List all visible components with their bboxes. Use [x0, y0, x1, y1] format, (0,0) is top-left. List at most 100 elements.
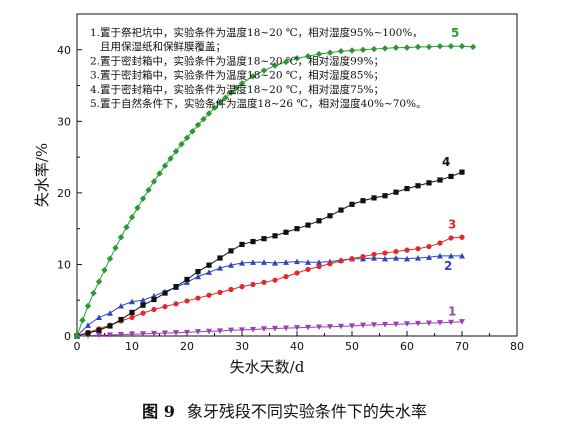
data-point: [239, 260, 245, 266]
legend-note-line: 且用保湿纸和保鲜膜覆盖；: [100, 40, 226, 53]
data-point: [261, 236, 267, 242]
data-point: [359, 46, 367, 53]
data-point: [437, 252, 443, 259]
data-point: [271, 62, 279, 69]
data-point: [349, 201, 355, 207]
data-point: [239, 241, 245, 248]
data-point: [184, 279, 190, 285]
data-point: [95, 278, 103, 285]
data-point: [316, 259, 322, 265]
data-point: [436, 43, 444, 50]
chart-marks: [73, 43, 477, 340]
data-point: [304, 53, 312, 60]
data-point: [404, 255, 410, 262]
data-point: [96, 332, 102, 339]
x-axis-title: 失水天数/d: [230, 358, 305, 376]
axes: 0 10 20 30 40 50 60 70 80 0 10 20 30 40 失水天数/d 失水率/%: [33, 13, 524, 376]
data-point: [305, 259, 311, 265]
data-point: [162, 304, 168, 310]
y-tick-label: 10: [57, 258, 71, 271]
data-point: [283, 229, 289, 235]
data-point: [195, 329, 201, 335]
data-point: [233, 84, 240, 91]
data-point: [194, 121, 202, 129]
data-point: [338, 323, 344, 330]
series-3: [74, 234, 465, 339]
data-point: [415, 246, 421, 252]
data-point: [250, 326, 256, 333]
data-point: [283, 274, 289, 280]
x-tick-label: 60: [400, 340, 414, 353]
data-point: [151, 330, 157, 337]
figure-number: 图 9: [142, 402, 175, 421]
data-point: [283, 325, 289, 332]
data-point: [217, 255, 223, 261]
data-point: [272, 277, 278, 283]
data-point: [129, 298, 135, 305]
data-point: [134, 204, 141, 212]
data-point: [469, 43, 477, 51]
data-point: [294, 258, 300, 265]
x-tick-label: 70: [455, 340, 469, 353]
data-point: [293, 55, 301, 62]
data-point: [96, 314, 102, 320]
legend-note-line: 3.置于密封箱中，实验条件为温度18~20 ℃，相对湿度85%；: [90, 69, 384, 82]
data-point: [140, 331, 146, 337]
data-point: [382, 193, 388, 199]
data-point: [118, 302, 124, 309]
data-point: [85, 330, 91, 336]
data-point: [206, 328, 212, 335]
data-point: [426, 254, 432, 260]
data-point: [447, 43, 455, 50]
data-point: [360, 198, 366, 204]
series-labels: 1 2 3 4 5: [442, 26, 459, 319]
legend-note-line: 2.置于密封箱中，实验条件为温度18~20 ℃，相对湿度99%；: [90, 54, 384, 67]
data-point: [337, 48, 345, 55]
data-point: [118, 316, 124, 323]
data-point: [305, 266, 311, 273]
y-tick-label: 30: [57, 115, 71, 128]
x-tick-label: 30: [235, 340, 249, 353]
data-point: [162, 290, 168, 296]
figure-caption-text: 象牙残段不同实验条件下的失水率: [186, 402, 427, 421]
data-point: [459, 319, 465, 325]
data-point: [272, 233, 278, 239]
data-point: [415, 255, 421, 261]
data-point: [90, 289, 97, 297]
series-line-2: [76, 255, 462, 337]
data-point: [327, 324, 333, 330]
series-2: [74, 252, 465, 339]
legend-note-line: 1.置于祭祀坑中，实验条件为温度18~20 ℃，相对湿度95%~100%，: [90, 26, 423, 39]
data-point: [415, 320, 421, 327]
data-point: [117, 234, 125, 241]
data-point: [128, 214, 136, 221]
data-point: [294, 325, 300, 331]
series-line-1: [76, 321, 463, 337]
data-point: [84, 302, 92, 310]
data-point: [437, 240, 443, 246]
data-point: [437, 177, 443, 183]
legend-notes: 1.置于祭祀坑中，实验条件为温度18~20 ℃，相对湿度95%~100%，且用保…: [90, 26, 427, 110]
data-point: [316, 263, 322, 270]
data-point: [261, 326, 267, 332]
data-point: [305, 222, 311, 228]
x-tick-label: 40: [290, 340, 304, 353]
data-point: [178, 141, 185, 148]
series-line-3: [76, 236, 463, 337]
data-point: [200, 115, 207, 123]
x-tick-label: 20: [180, 340, 194, 353]
data-point: [145, 186, 152, 194]
data-point: [382, 321, 388, 328]
data-point: [437, 320, 443, 326]
data-point: [217, 265, 223, 271]
figure-caption: 图 9 象牙残段不同实验条件下的失水率: [0, 398, 569, 422]
data-point: [228, 286, 234, 293]
data-point: [239, 327, 245, 333]
data-point: [393, 189, 399, 195]
data-point: [382, 255, 388, 262]
data-point: [283, 259, 289, 265]
data-point: [211, 104, 218, 111]
data-point: [222, 94, 229, 101]
data-point: [184, 298, 190, 304]
